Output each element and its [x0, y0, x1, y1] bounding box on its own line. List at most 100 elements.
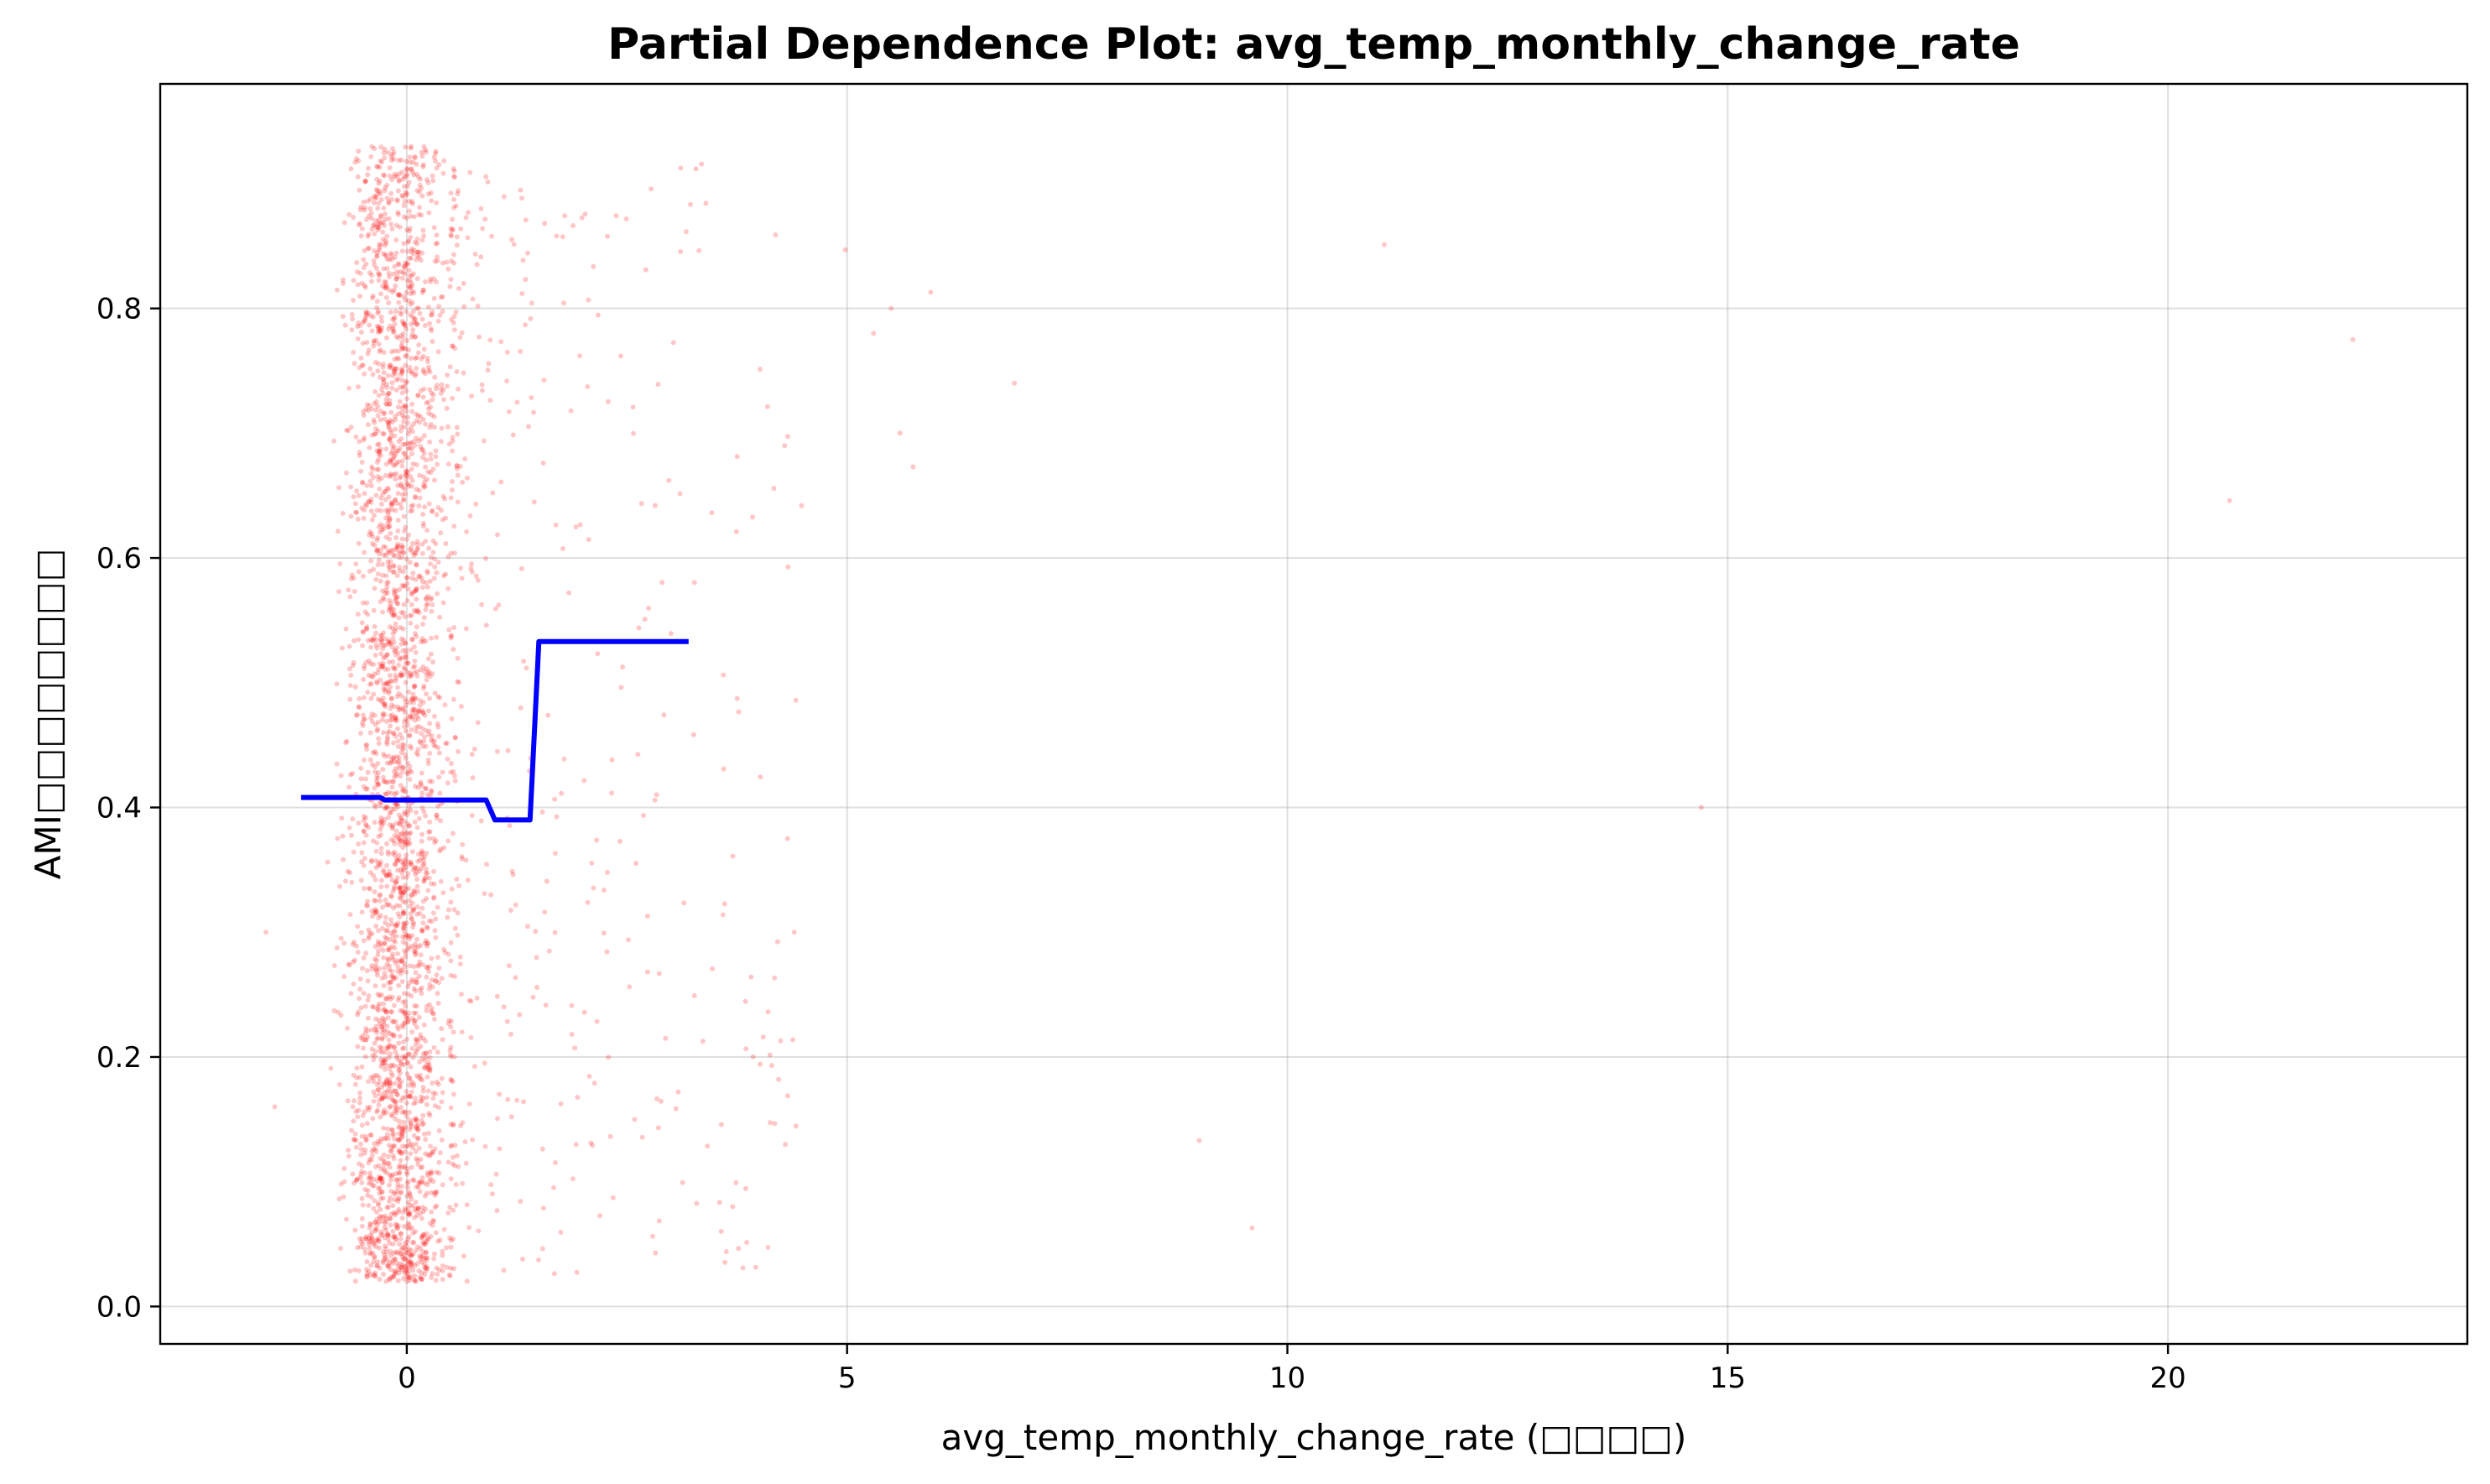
scatter-point — [387, 362, 393, 368]
scatter-point — [375, 227, 381, 233]
scatter-point — [409, 637, 415, 643]
scatter-point — [402, 857, 408, 863]
scatter-point — [395, 650, 401, 656]
scatter-point — [386, 638, 392, 643]
scatter-point — [375, 535, 381, 541]
scatter-point — [392, 852, 398, 858]
scatter-point — [401, 742, 407, 748]
scatter-point — [391, 613, 397, 619]
scatter-point — [417, 574, 423, 580]
scatter-point — [405, 1200, 411, 1205]
scatter-point — [404, 887, 409, 893]
scatter-point — [394, 1225, 400, 1231]
scatter-point — [365, 1192, 370, 1198]
scatter-point — [404, 1247, 409, 1253]
scatter-point — [450, 831, 456, 836]
scatter-point — [445, 951, 451, 957]
scatter-point — [378, 664, 384, 670]
scatter-point — [425, 305, 431, 310]
scatter-point — [430, 671, 435, 677]
scatter-point — [386, 216, 392, 221]
scatter-point — [421, 809, 427, 815]
scatter-point — [373, 966, 378, 971]
scatter-point — [369, 143, 375, 149]
scatter-point — [397, 1070, 403, 1076]
scatter-point — [430, 549, 436, 555]
scatter-point — [409, 862, 414, 867]
scatter-point — [370, 1250, 376, 1256]
scatter-point — [382, 155, 388, 161]
scatter-point — [411, 707, 417, 713]
scatter-point — [418, 1032, 424, 1038]
scatter-point — [445, 554, 451, 560]
scatter-point — [461, 370, 466, 376]
scatter-point — [402, 1010, 407, 1016]
scatter-point — [436, 1170, 442, 1176]
scatter-point — [369, 531, 375, 537]
scatter-point — [406, 980, 412, 986]
scatter-point — [389, 1132, 395, 1138]
scatter-point — [414, 1125, 419, 1131]
scatter-point — [414, 1136, 420, 1142]
scatter-point — [351, 350, 357, 355]
scatter-point — [409, 508, 415, 513]
scatter-point — [392, 1268, 398, 1274]
scatter-point — [384, 1023, 390, 1029]
scatter-point — [425, 870, 430, 876]
scatter-point — [387, 1080, 393, 1086]
scatter-point — [374, 728, 380, 734]
scatter-point — [720, 912, 726, 918]
scatter-point — [404, 537, 409, 542]
scatter-point — [341, 1194, 346, 1200]
scatter-point — [396, 982, 402, 988]
scatter-point — [393, 626, 399, 632]
scatter-point — [391, 731, 396, 737]
scatter-point — [604, 949, 610, 955]
scatter-point — [412, 1003, 418, 1008]
scatter-point — [399, 1247, 404, 1252]
scatter-point — [402, 889, 408, 895]
scatter-point — [401, 861, 407, 867]
scatter-point — [404, 440, 410, 446]
scatter-point — [395, 997, 401, 1003]
scatter-point — [403, 702, 409, 708]
scatter-point — [410, 695, 416, 701]
scatter-point — [467, 513, 473, 518]
scatter-point — [383, 753, 388, 759]
scatter-point — [408, 911, 414, 917]
scatter-point — [427, 369, 433, 375]
scatter-point — [416, 1180, 422, 1186]
scatter-point — [351, 849, 357, 855]
scatter-point — [411, 889, 417, 895]
scatter-point — [372, 222, 378, 227]
scatter-point — [388, 1008, 394, 1014]
scatter-point — [366, 1079, 372, 1085]
scatter-point — [378, 347, 383, 353]
scatter-point — [391, 929, 397, 935]
scatter-point — [382, 1169, 388, 1174]
scatter-point — [446, 1018, 452, 1023]
scatter-point — [371, 1057, 377, 1063]
scatter-point — [365, 198, 371, 204]
scatter-point — [421, 738, 427, 744]
scatter-point — [494, 1208, 500, 1214]
scatter-point — [387, 639, 393, 645]
scatter-point — [412, 1273, 418, 1278]
scatter-point — [376, 834, 382, 840]
scatter-point — [408, 1193, 414, 1199]
scatter-point — [401, 961, 407, 966]
scatter-point — [399, 1109, 405, 1115]
scatter-point — [454, 234, 460, 240]
scatter-point — [374, 1082, 380, 1087]
scatter-point — [390, 325, 396, 331]
scatter-point — [409, 283, 415, 289]
scatter-point — [371, 1176, 377, 1182]
scatter-point — [396, 1131, 402, 1137]
scatter-point — [910, 464, 916, 470]
scatter-point — [497, 1146, 503, 1152]
scatter-point — [433, 148, 439, 154]
scatter-point — [418, 1211, 424, 1216]
scatter-point — [406, 860, 412, 865]
scatter-point — [423, 421, 429, 427]
scatter-point — [414, 1158, 420, 1164]
